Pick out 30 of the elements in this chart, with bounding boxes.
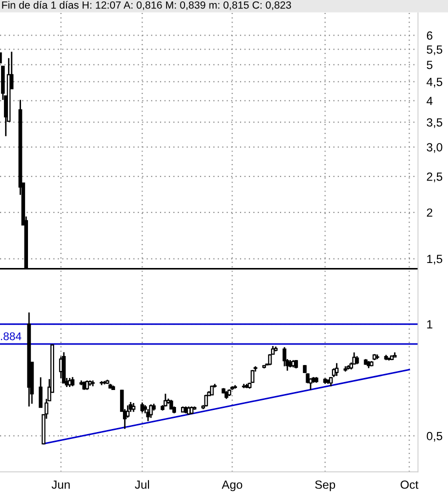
y-tick-label: 5 [426, 60, 432, 70]
candlestick [210, 384, 214, 396]
x-tick-label: Jun [52, 480, 70, 489]
y-tick-label: 3,0 [426, 143, 442, 153]
candlestick [146, 408, 150, 422]
candlestick [38, 376, 42, 408]
y-tick-label: 3,5 [426, 118, 442, 128]
candlestick [282, 346, 286, 367]
candlestick [169, 399, 174, 410]
y-tick-label: 4 [426, 96, 433, 105]
y-tick-label: 0,5 [426, 432, 442, 442]
y-tick-label: 2 [426, 208, 432, 217]
candlestick [149, 404, 153, 419]
ref-line-label: .884 [1, 332, 22, 340]
y-tick-label: 4,5 [426, 78, 442, 88]
candlestick [308, 377, 312, 391]
y-tick-label: 6 [426, 31, 432, 40]
y-tick-label: 2,5 [426, 172, 442, 182]
candlestick [334, 362, 339, 377]
x-tick-label: Ago [222, 480, 242, 492]
y-tick-label: 1,5 [427, 254, 442, 265]
x-tick-label: Jul [134, 480, 149, 489]
y-tick-label: 1 [427, 320, 432, 328]
candlestick [164, 393, 168, 408]
chart-title: Fin de día 1 días H: 12:07 A: 0,816 M: 0,839 m: 0,815 C: 0,823 [2, 0, 292, 10]
candlestick [70, 376, 74, 387]
y-tick-label: 5,5 [426, 46, 442, 56]
candlestick [85, 380, 89, 391]
x-tick-label: Oct [400, 480, 418, 489]
x-tick-label: Sep [315, 480, 336, 492]
